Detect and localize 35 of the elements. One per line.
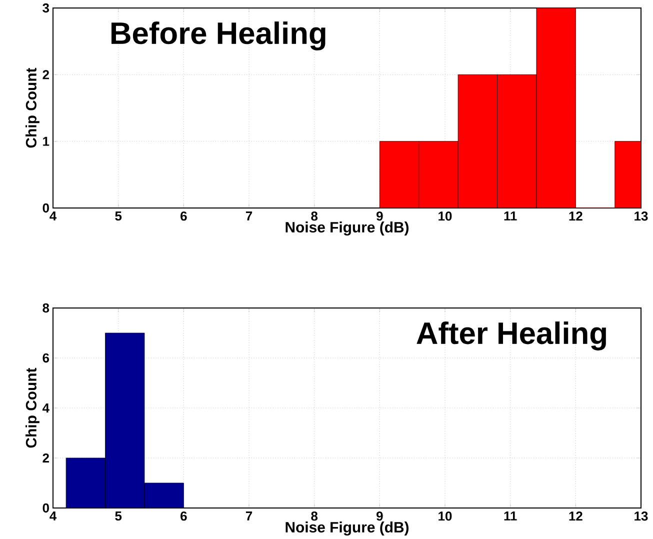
y-tick-label: 4 — [42, 404, 50, 413]
x-tick-label: 12 — [569, 212, 582, 221]
x-tick-label: 13 — [634, 512, 648, 521]
x-tick-label: 11 — [504, 212, 517, 220]
x-tick-label: 6 — [180, 512, 187, 521]
x-tick-label: 10 — [438, 512, 452, 521]
y-tick-label: 6 — [42, 353, 50, 363]
y-tick-label: 2 — [42, 70, 49, 80]
y-tick-label: 1 — [43, 136, 50, 146]
x-tick-label: 8 — [311, 512, 318, 521]
y-tick-label: 2 — [42, 454, 49, 463]
x-tick-label: 7 — [246, 512, 252, 520]
x-tick-label: 4 — [50, 512, 57, 520]
x-tick-label: 9 — [376, 212, 383, 221]
x-tick-label: 9 — [376, 512, 383, 521]
x-tick-label: 8 — [311, 212, 318, 221]
x-tick-label: 13 — [634, 212, 648, 221]
y-tick-label: 8 — [42, 303, 50, 313]
y-tick-label: 0 — [42, 203, 49, 213]
y-axis-title: Chip Count — [26, 68, 40, 148]
x-tick-label: 7 — [246, 212, 252, 220]
x-tick-label: 6 — [180, 212, 187, 221]
x-tick-label: 5 — [115, 212, 122, 221]
x-axis-title: Noise Figure (dB) — [286, 222, 409, 236]
x-tick-label: 10 — [438, 212, 452, 221]
x-tick-label: 11 — [504, 512, 517, 520]
y-tick-label: 3 — [42, 3, 50, 13]
x-tick-label: 4 — [50, 212, 57, 220]
x-tick-label: 12 — [569, 512, 582, 521]
y-axis-title: Chip Count — [26, 368, 40, 448]
y-tick-label: 0 — [42, 503, 49, 513]
annotation: After Healing — [416, 322, 606, 350]
annotation: Before Healing — [112, 22, 326, 50]
x-axis-title: Noise Figure (dB) — [286, 522, 409, 536]
x-tick-label: 5 — [115, 512, 122, 521]
